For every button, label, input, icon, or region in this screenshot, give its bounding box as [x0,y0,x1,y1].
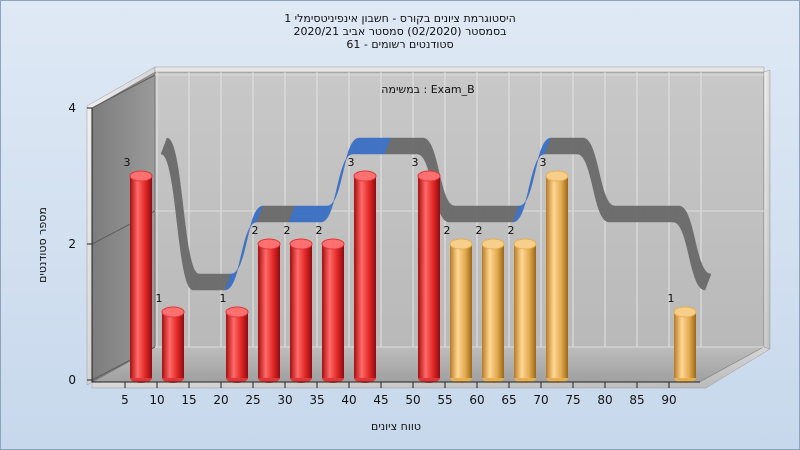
bar-body [354,176,376,378]
x-tick-label: 70 [533,393,548,407]
bar-top [513,238,537,250]
y-tick-label: 0 [68,373,76,387]
bar-series [129,170,697,383]
chart-title-line-2: בסמסטר (02/2020) סמסטר אביב 2020/21 [293,25,507,38]
x-tick-label: 65 [501,393,516,407]
bar-value-label: 2 [476,224,483,237]
bar-top [257,238,281,250]
x-axis-label: טווח ציונים [371,420,421,433]
ribbon-segment [384,137,424,155]
x-tick-label: 55 [437,393,452,407]
ribbon-segment [256,205,296,223]
x-tick-label: 35 [309,393,324,407]
bar-value-label: 2 [508,224,515,237]
bar-body [546,176,568,378]
x-tick-label: 85 [629,393,644,407]
bar-body [514,244,536,378]
data-labels: 3 1 1 2 2 2 3 3 2 2 2 3 1 [124,156,675,305]
x-tick-label: 25 [245,393,260,407]
ribbon-segment [672,205,712,291]
histogram-bar [673,306,697,383]
bar-value-label: 3 [124,156,131,169]
bar-top [417,170,441,182]
y-tick-label: 4 [68,101,76,115]
ribbon-segment [608,205,648,223]
x-tick-label: 20 [213,393,228,407]
bar-top [673,306,697,318]
x-tick-label: 80 [597,393,612,407]
histogram-bar [257,238,281,383]
bar-value-label: 2 [252,224,259,237]
histogram-bar [449,238,473,383]
x-tick-label: 90 [661,393,676,407]
histogram-bar [353,170,377,383]
bar-top [161,306,185,318]
x-tick-label: 10 [149,393,164,407]
bar-body [290,244,312,378]
bar-value-label: 3 [412,156,419,169]
bar-body [130,176,152,378]
bar-body [674,312,696,378]
bar-value-label: 1 [668,292,675,305]
ribbon-series [160,137,712,291]
bar-body [450,244,472,378]
ribbon-segment [640,205,680,223]
bar-body [418,176,440,378]
bar-top [225,306,249,318]
bar-body [322,244,344,378]
histogram-bar [161,306,185,383]
bar-top [289,238,313,250]
x-tick-label: 45 [373,393,388,407]
x-tick-label: 40 [341,393,356,407]
bar-value-label: 1 [156,292,163,305]
bar-body [162,312,184,378]
chart-title-line-3: סטודנטים רשומים - 61 [346,38,454,51]
bar-top [545,170,569,182]
bar-value-label: 3 [348,156,355,169]
y-tick-label: 2 [68,237,76,251]
ribbon-segment [288,205,328,223]
bar-value-label: 3 [540,156,547,169]
x-tick-label: 50 [405,393,420,407]
histogram-bar [129,170,153,383]
bar-value-label: 2 [444,224,451,237]
histogram-bar [225,306,249,383]
bar-value-label: 1 [220,292,227,305]
ribbon-segment [544,137,584,155]
top-rim [154,66,765,73]
bar-value-label: 2 [284,224,291,237]
bar-top [353,170,377,182]
x-tick-label: 75 [565,393,580,407]
bar-body [482,244,504,378]
bar-top [129,170,153,182]
bar-top [321,238,345,250]
bar-body [226,312,248,378]
chart-title-line-1: היסטוגרמת ציונים בקורס - חשבון אינפיניטס… [284,12,516,25]
task-annotation: במשימה : Exam_B [381,83,474,96]
x-tick-label: 15 [181,393,196,407]
histogram-bar [545,170,569,383]
histogram-bar [321,238,345,383]
y-axis-label: מספר סטודנטים [36,207,49,283]
x-tick-label: 5 [121,393,129,407]
side-grid-line [91,74,156,109]
x-tick-label: 30 [277,393,292,407]
ribbon-segment [192,273,232,291]
bar-top [481,238,505,250]
ribbon-segment [448,205,488,223]
histogram-bar [417,170,441,383]
bar-body [258,244,280,378]
bar-top [449,238,473,250]
histogram-bar [289,238,313,383]
histogram-bar [513,238,537,383]
ribbon-segment [480,205,520,223]
right-rim [763,69,771,350]
histogram-bar [481,238,505,383]
bar-value-label: 2 [316,224,323,237]
ribbon-segment [352,137,392,155]
x-tick-label: 60 [469,393,484,407]
